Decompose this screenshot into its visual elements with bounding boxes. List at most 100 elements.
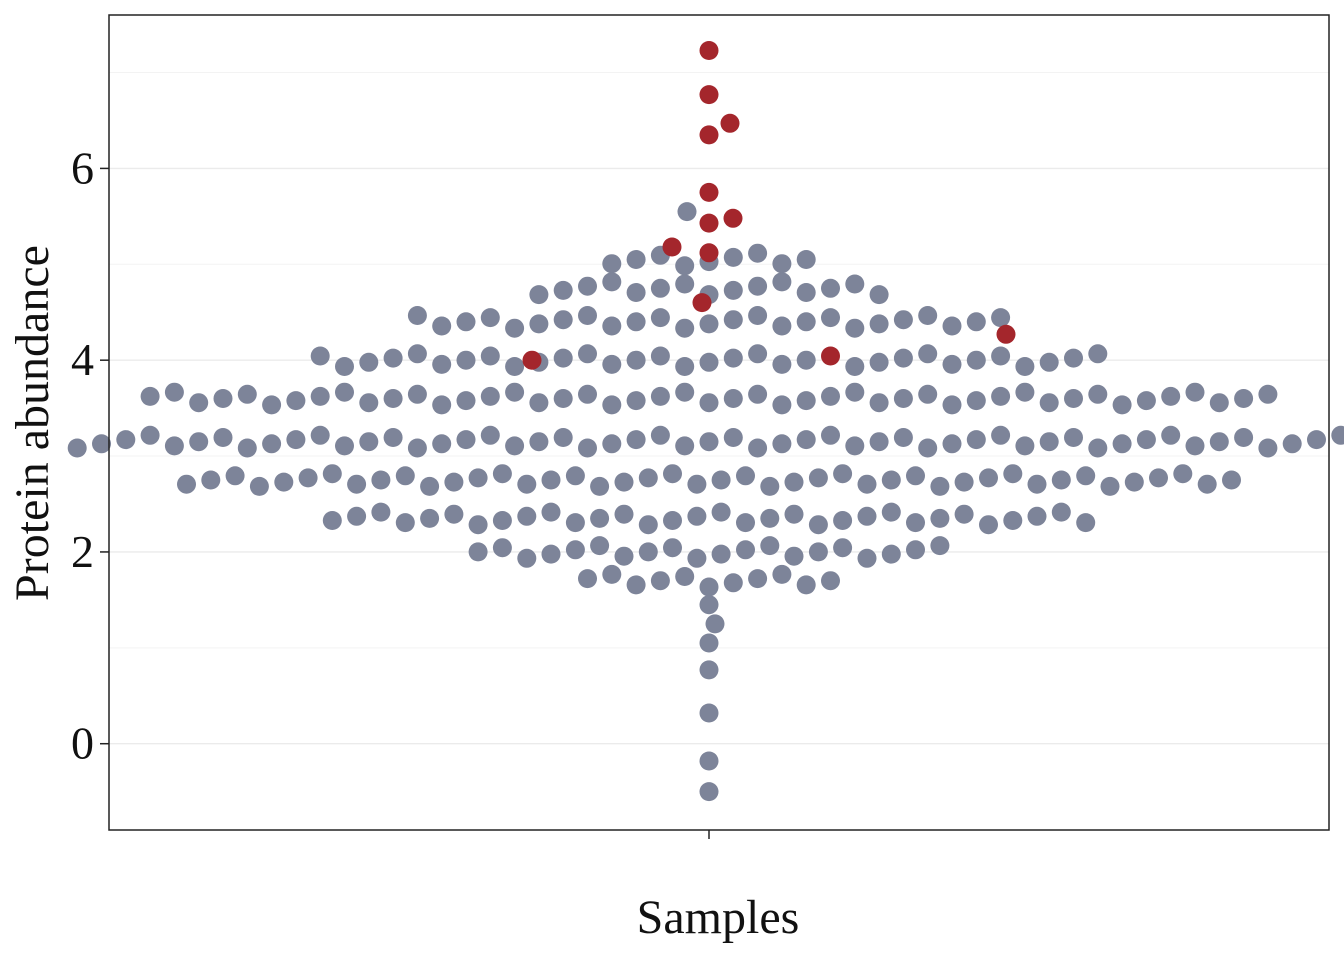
data-point [1185,436,1205,456]
data-point [553,310,573,330]
data-point [650,386,670,406]
data-point [677,202,697,222]
data-point [699,432,719,452]
data-point [335,382,354,402]
y-axis-title: Protein abundance [6,245,59,601]
data-point [796,430,816,450]
data-point [821,308,840,328]
data-point [705,614,725,634]
y-tick-label: 6 [71,142,94,193]
data-point [237,438,257,458]
data-point [565,513,585,533]
data-point [906,466,925,486]
data-point [845,357,865,376]
data-point [432,434,452,454]
data-point [930,476,950,496]
data-point [468,468,488,488]
data-point [1003,511,1023,530]
data-point [784,472,804,492]
data-point [322,464,342,484]
data-point [1088,438,1108,458]
data-point [140,386,160,406]
data-point [420,508,440,528]
data-points [67,41,1344,802]
data-point [602,316,622,336]
data-point [614,504,634,524]
data-point [979,515,998,535]
data-point [505,318,525,338]
data-point [614,472,634,492]
data-point [432,395,452,415]
data-point [359,432,379,452]
data-point [602,354,622,374]
data-point [687,548,707,568]
data-point [1064,348,1083,368]
data-point [650,308,670,328]
data-point [492,538,512,558]
data-point [626,350,646,370]
data-point [699,314,719,334]
data-point [626,250,646,269]
data-point [578,344,597,364]
data-point [796,391,816,411]
data-point [845,436,865,456]
data-point [1039,352,1059,372]
data-point [383,428,403,447]
plot-background [109,15,1329,830]
data-point [675,256,695,276]
data-point [893,428,913,447]
data-point [444,472,464,492]
data-point [991,346,1011,366]
data-point [310,386,330,406]
data-point [687,474,707,494]
data-point [638,468,658,488]
data-point [748,344,768,364]
data-point [177,474,196,494]
data-point [590,536,610,556]
data-point [541,544,561,564]
data-point [736,540,755,560]
data-point [67,438,87,458]
highlighted-point [699,85,719,105]
data-point [991,386,1011,406]
data-point [407,306,427,325]
data-point [966,312,986,332]
data-point [492,464,512,484]
data-point [626,283,646,302]
data-point [1064,428,1083,447]
data-point [942,434,962,454]
data-point [310,346,330,366]
data-point [869,393,889,413]
data-point [760,536,780,556]
data-point [1124,472,1144,492]
data-point [602,272,622,292]
data-point [492,511,512,530]
highlighted-point [699,243,719,263]
data-point [529,432,549,452]
data-point [723,428,743,447]
data-point [1282,434,1302,454]
data-point [578,306,597,325]
data-point [480,308,500,328]
highlighted-point [522,350,542,370]
data-point [808,468,828,488]
data-point [748,243,768,263]
data-point [748,569,768,589]
data-point [1100,476,1120,496]
x-axis-title: Samples [637,891,800,944]
data-point [711,544,731,564]
data-point [626,391,646,411]
data-point [1185,382,1205,402]
data-point [772,395,792,415]
data-point [468,542,488,562]
data-point [602,434,622,454]
data-point [395,513,415,533]
data-point [116,430,136,450]
data-point [517,506,537,526]
data-point [1076,466,1096,486]
data-point [893,389,913,408]
data-point [1161,425,1181,445]
data-point [881,502,901,522]
y-tick-label: 4 [71,334,94,385]
